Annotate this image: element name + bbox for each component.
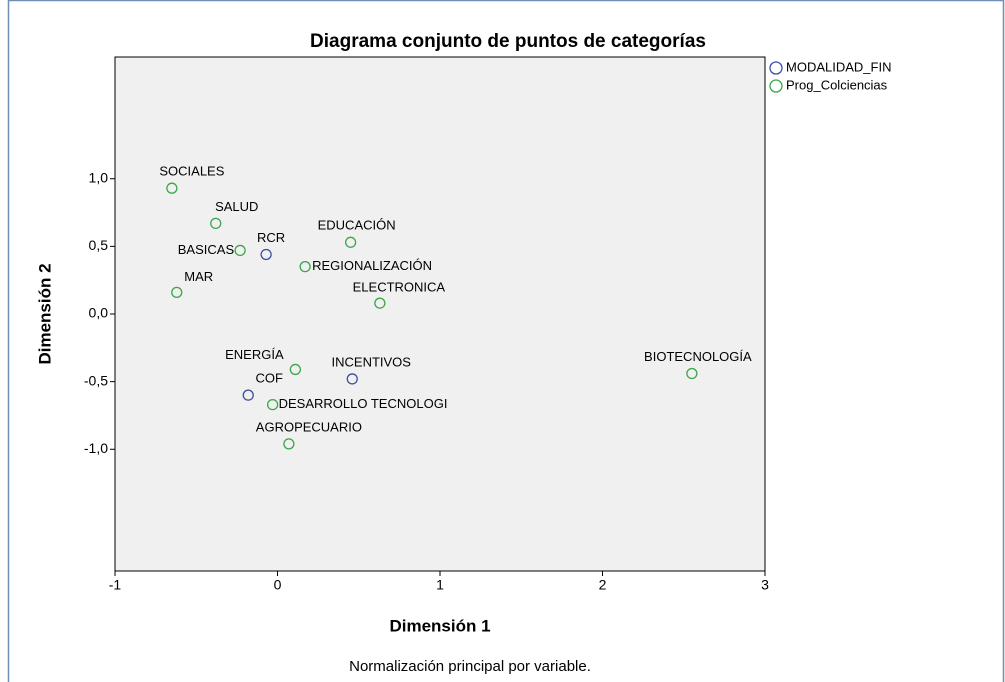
point: [266, 398, 279, 411]
chart-title: Diagrama conjunto de puntos de categoría…: [310, 31, 706, 52]
point: [374, 297, 386, 309]
point: [344, 236, 357, 248]
point-label: ENERGÍA: [225, 347, 284, 362]
legend-label: MODALIDAD_FIN: [786, 59, 891, 74]
y-tick-label: 0,5: [89, 237, 109, 253]
y-tick-label: -1,0: [84, 440, 108, 456]
y-tick-label: -0,5: [84, 372, 108, 388]
point: [686, 367, 698, 380]
x-tick-label: 2: [599, 577, 607, 593]
point-label: BASICAS: [178, 242, 235, 257]
x-tick-label: 1: [436, 577, 444, 593]
point: [166, 182, 178, 194]
point-label: DESARROLLO TECNOLOGI: [279, 396, 448, 411]
point-label: BIOTECNOLOGÍA: [644, 349, 752, 364]
point: [234, 244, 246, 257]
legend-marker: [769, 61, 783, 75]
legend-label: Prog_Colciencias: [786, 77, 888, 92]
point-label: SALUD: [215, 199, 258, 214]
point: [346, 373, 358, 385]
point-label: RCR: [257, 230, 285, 245]
x-tick-label: -1: [109, 577, 122, 593]
y-tick-label: 0,0: [89, 305, 109, 321]
point-label: INCENTIVOS: [332, 354, 412, 369]
point: [242, 389, 254, 401]
y-tick-label: 1,0: [89, 169, 109, 185]
point-label: REGIONALIZACIÓN: [312, 258, 432, 273]
point: [299, 261, 311, 273]
x-axis-label: Dimensión 1: [389, 616, 490, 635]
point-label: ELECTRONICA: [353, 280, 446, 295]
point: [171, 286, 183, 299]
point: [289, 363, 302, 376]
point-label: MAR: [184, 269, 213, 284]
legend-marker: [769, 79, 783, 93]
point: [283, 438, 295, 450]
point-label: COF: [256, 371, 284, 386]
x-tick-label: 3: [761, 577, 769, 593]
point-label: AGROPECUARIO: [256, 419, 362, 434]
point: [210, 217, 222, 230]
point-label: EDUCACIÓN: [318, 218, 396, 233]
footnote: Normalización principal por variable.: [349, 658, 591, 675]
x-tick-label: 0: [274, 577, 282, 593]
y-axis-label: Dimensión 2: [35, 263, 54, 364]
point: [260, 248, 272, 261]
plot-area: [114, 56, 766, 572]
point-label: SOCIALES: [159, 164, 224, 179]
